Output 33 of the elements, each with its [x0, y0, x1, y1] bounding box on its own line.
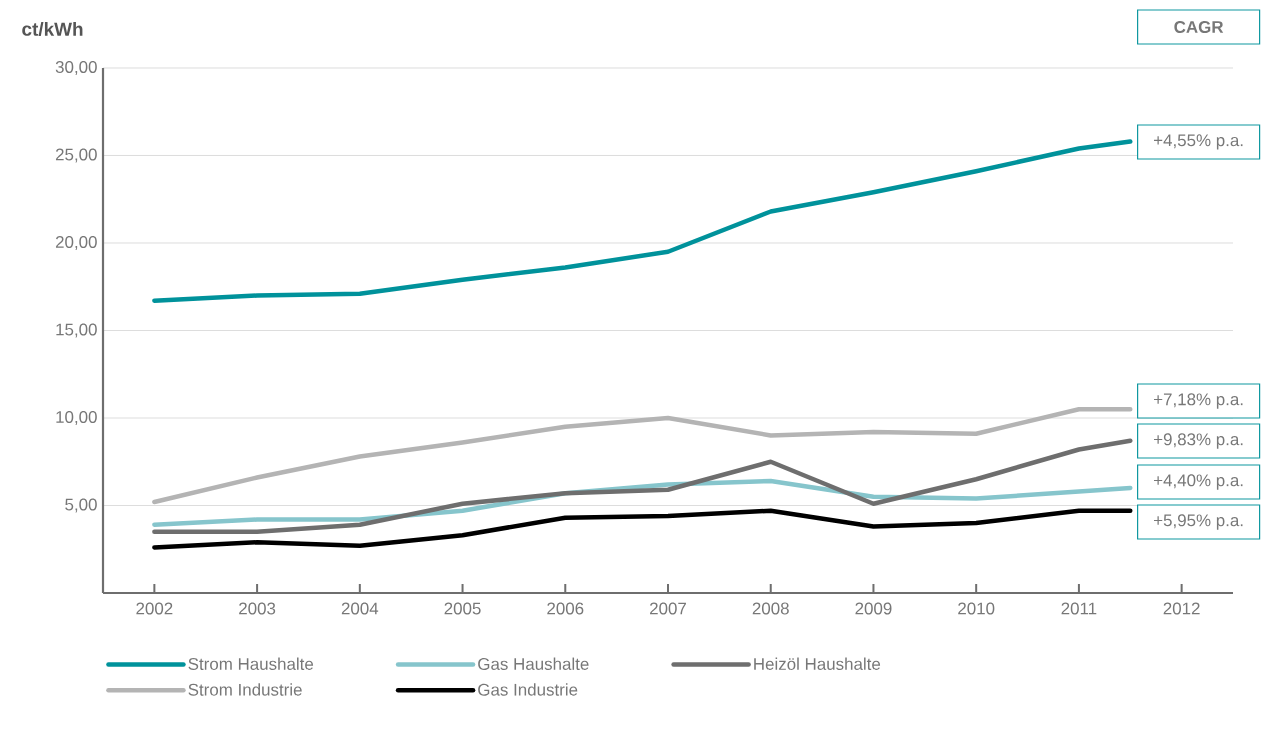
- legend-label: Strom Haushalte: [188, 657, 314, 670]
- y-tick-label: 5,00: [65, 498, 97, 513]
- x-tick-label: 2003: [239, 602, 276, 615]
- legend-label: Strom Industrie: [188, 683, 302, 696]
- x-tick-label: 2008: [752, 602, 789, 615]
- annotation: +4,40% p.a.: [1154, 474, 1243, 490]
- y-tick-label: 15,00: [56, 323, 97, 338]
- x-tick-label: 2012: [1163, 602, 1200, 615]
- x-tick-label: 2009: [855, 602, 892, 615]
- annotation: +9,83% p.a.: [1154, 433, 1243, 449]
- x-tick-label: 2005: [444, 602, 481, 615]
- y-axis-title: ct/kWh: [22, 21, 83, 37]
- line-series: [152, 139, 1133, 303]
- y-tick-label: 25,00: [55, 148, 97, 163]
- x-tick-label: 2006: [547, 602, 584, 615]
- text: CAGR: [1174, 20, 1224, 33]
- y-tick-label: 10,00: [56, 410, 97, 425]
- annotation: +5,95% p.a.: [1154, 514, 1243, 530]
- line-series: [152, 406, 1133, 505]
- legend-label: Gas Industrie: [478, 683, 578, 696]
- line-series: [152, 438, 1133, 534]
- legend-label: Gas Haushalte: [478, 657, 589, 670]
- x-tick-label: 2002: [136, 602, 173, 615]
- line-series: [152, 508, 1133, 550]
- y-tick-label: 30,00: [55, 60, 97, 75]
- y-tick-label: 20,00: [55, 235, 97, 250]
- legend-label: Heizöl Haushalte: [754, 657, 881, 670]
- annotation: +7,18% p.a.: [1154, 393, 1243, 409]
- x-tick-label: 2007: [650, 602, 686, 615]
- annotation: +4,55% p.a.: [1154, 134, 1243, 150]
- x-tick-label: 2011: [1061, 602, 1097, 615]
- x-tick-label: 2004: [341, 602, 379, 615]
- x-tick-label: 2010: [958, 602, 995, 615]
